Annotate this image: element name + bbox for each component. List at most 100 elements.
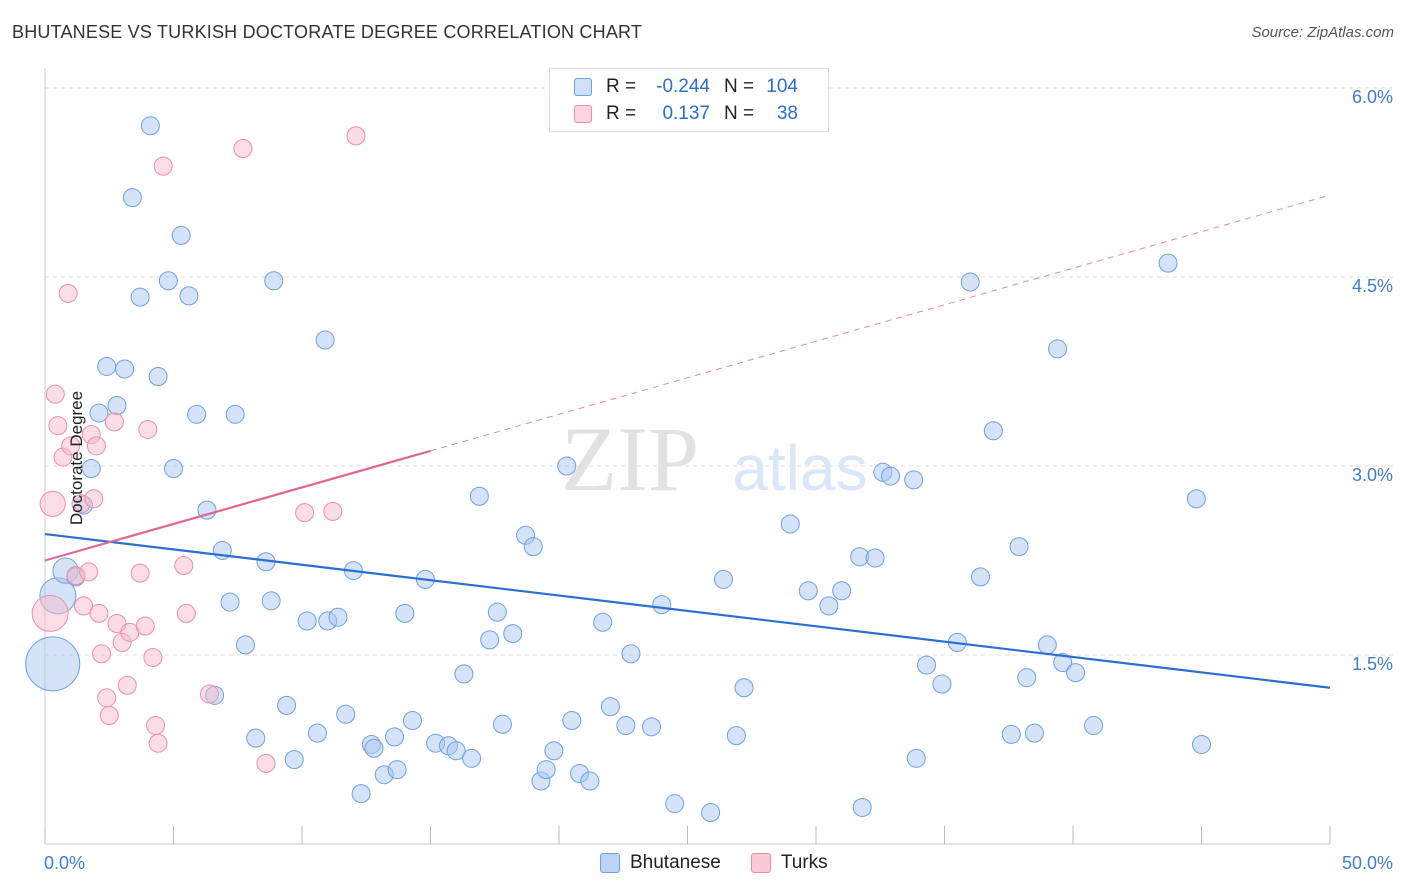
bhutanese-point[interactable]: [140, 116, 160, 136]
turks-point[interactable]: [346, 126, 366, 146]
turks-point[interactable]: [89, 603, 109, 623]
bhutanese-point[interactable]: [235, 635, 255, 655]
bhutanese-point[interactable]: [220, 592, 240, 612]
turks-point[interactable]: [39, 490, 66, 517]
bhutanese-point[interactable]: [115, 359, 135, 379]
turks-point[interactable]: [153, 156, 173, 176]
bhutanese-point[interactable]: [1066, 663, 1086, 683]
bhutanese-point[interactable]: [315, 330, 335, 350]
series-legend-bhutanese[interactable]: Bhutanese: [600, 852, 721, 874]
bhutanese-point[interactable]: [469, 486, 489, 506]
series-legend-turks[interactable]: Turks: [750, 852, 828, 874]
bhutanese-point[interactable]: [621, 644, 641, 664]
turks-point[interactable]: [79, 562, 99, 582]
turks-point[interactable]: [138, 419, 158, 439]
turks-point[interactable]: [295, 503, 315, 523]
bhutanese-point[interactable]: [983, 421, 1003, 441]
turks-point[interactable]: [92, 644, 112, 664]
bhutanese-point[interactable]: [593, 612, 613, 632]
bhutanese-point[interactable]: [865, 548, 885, 568]
bhutanese-point[interactable]: [97, 356, 117, 376]
turks-point[interactable]: [233, 138, 253, 158]
turks-point[interactable]: [74, 596, 94, 616]
turks-point[interactable]: [176, 603, 196, 623]
bhutanese-point[interactable]: [798, 581, 818, 601]
bhutanese-point[interactable]: [713, 569, 733, 589]
turks-point[interactable]: [99, 705, 119, 725]
bhutanese-point[interactable]: [395, 603, 415, 623]
bhutanese-point[interactable]: [284, 750, 304, 770]
bhutanese-point[interactable]: [403, 711, 423, 731]
bhutanese-point[interactable]: [726, 726, 746, 746]
bhutanese-point[interactable]: [970, 567, 990, 587]
bhutanese-point[interactable]: [1048, 339, 1068, 359]
bhutanese-point[interactable]: [264, 271, 284, 291]
turks-point[interactable]: [86, 436, 106, 456]
bhutanese-point[interactable]: [1009, 537, 1029, 557]
bhutanese-point[interactable]: [351, 784, 371, 804]
bhutanese-point[interactable]: [503, 624, 523, 644]
bhutanese-point[interactable]: [642, 717, 662, 737]
bhutanese-point[interactable]: [148, 367, 168, 387]
bhutanese-point[interactable]: [122, 188, 142, 208]
turks-point[interactable]: [104, 412, 124, 432]
bhutanese-point[interactable]: [1017, 668, 1037, 688]
bhutanese-point[interactable]: [225, 404, 245, 424]
bhutanese-point[interactable]: [701, 803, 721, 822]
bhutanese-point[interactable]: [336, 704, 356, 724]
bhutanese-point[interactable]: [164, 459, 183, 479]
bhutanese-point[interactable]: [580, 771, 600, 791]
turks-point[interactable]: [48, 416, 68, 436]
turks-point[interactable]: [130, 563, 150, 583]
bhutanese-point[interactable]: [297, 611, 317, 631]
bhutanese-point[interactable]: [881, 466, 901, 486]
turks-point[interactable]: [58, 283, 78, 303]
bhutanese-point[interactable]: [158, 271, 178, 291]
bhutanese-point[interactable]: [261, 591, 281, 611]
bhutanese-point[interactable]: [1037, 635, 1057, 655]
bhutanese-point[interactable]: [904, 470, 924, 490]
bhutanese-point[interactable]: [832, 581, 852, 601]
bhutanese-point[interactable]: [932, 674, 952, 694]
turks-point[interactable]: [256, 753, 276, 773]
bhutanese-point[interactable]: [246, 728, 266, 748]
bhutanese-point[interactable]: [364, 738, 384, 758]
bhutanese-point[interactable]: [906, 748, 926, 768]
bhutanese-point[interactable]: [328, 607, 348, 627]
turks-point[interactable]: [143, 648, 163, 668]
turks-point[interactable]: [61, 436, 81, 456]
bhutanese-point[interactable]: [187, 404, 207, 424]
bhutanese-point[interactable]: [387, 760, 407, 780]
bhutanese-point[interactable]: [1084, 716, 1104, 736]
bhutanese-point[interactable]: [960, 272, 980, 292]
bhutanese-point[interactable]: [780, 514, 800, 534]
bhutanese-point[interactable]: [81, 459, 101, 479]
bhutanese-point[interactable]: [25, 636, 81, 692]
bhutanese-point[interactable]: [480, 630, 500, 650]
bhutanese-point[interactable]: [917, 655, 937, 675]
bhutanese-point[interactable]: [536, 760, 556, 780]
bhutanese-point[interactable]: [544, 741, 564, 761]
bhutanese-point[interactable]: [454, 664, 474, 684]
turks-point[interactable]: [323, 501, 343, 521]
turks-point[interactable]: [45, 384, 65, 404]
bhutanese-point[interactable]: [600, 697, 620, 717]
turks-point[interactable]: [146, 716, 166, 736]
bhutanese-point[interactable]: [385, 727, 405, 747]
turks-point[interactable]: [84, 489, 104, 509]
bhutanese-point[interactable]: [462, 748, 482, 768]
bhutanese-point[interactable]: [1053, 653, 1073, 673]
turks-point[interactable]: [117, 675, 137, 695]
bhutanese-point[interactable]: [734, 678, 754, 698]
bhutanese-point[interactable]: [171, 225, 191, 245]
turks-point[interactable]: [135, 616, 155, 636]
turks-point[interactable]: [97, 688, 117, 708]
bhutanese-point[interactable]: [652, 595, 672, 615]
bhutanese-point[interactable]: [107, 396, 127, 416]
bhutanese-point[interactable]: [130, 287, 150, 307]
bhutanese-point[interactable]: [1024, 723, 1044, 743]
bhutanese-point[interactable]: [852, 797, 872, 817]
bhutanese-point[interactable]: [277, 695, 297, 715]
bhutanese-point[interactable]: [616, 716, 636, 736]
bhutanese-point[interactable]: [446, 741, 466, 761]
